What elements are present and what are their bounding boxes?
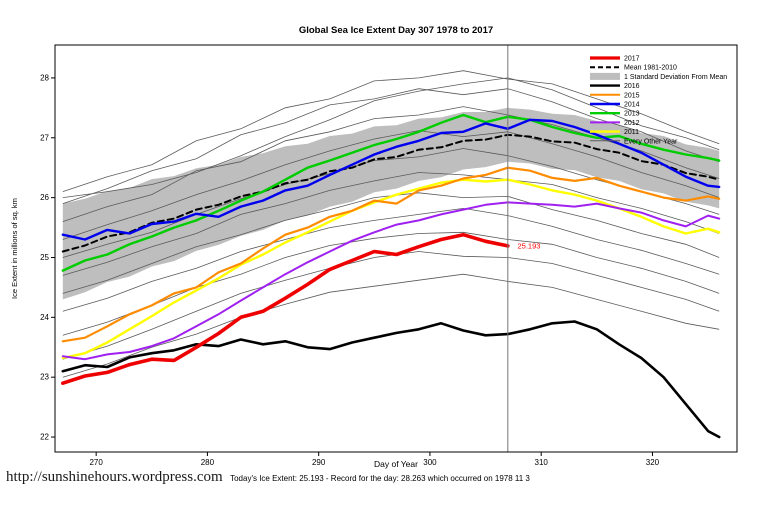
every-other-year-line [62,231,720,336]
legend-label: 2015 [624,92,640,99]
legend-label: 2016 [624,83,640,90]
legend-label: 2014 [624,102,640,109]
series-2012 [61,201,721,361]
series-2015 [61,166,721,343]
chart-title: Global Sea Ice Extent Day 307 1978 to 20… [298,25,494,36]
x-tick-label: 280 [201,458,215,467]
legend-entry: Every Other Year [590,138,678,145]
y-tick-label: 27 [40,133,49,142]
every-other-year-line [62,70,720,192]
x-tick-label: 290 [312,458,326,467]
y-tick-label: 23 [40,373,49,382]
x-axis-label: Day of Year [374,459,418,469]
legend-entry: 2014 [590,102,640,109]
every-other-year-line [62,172,720,276]
watermark-url: http://sunshinehours.wordpress.com [6,469,223,485]
legend-label: 2011 [624,129,639,136]
legend-label: Mean 1981-2010 [624,65,677,72]
legend-entry: 2017 [590,56,640,63]
legend-entry: Mean 1981-2010 [590,65,677,72]
x-tick-label: 300 [423,458,437,467]
series-2017 [61,232,510,385]
legend: 2017 Mean 1981-2010 1 Standard Deviation F… [590,56,727,145]
plot-border [54,44,738,453]
legend-label: 2012 [624,120,640,127]
every-other-year-line [62,273,720,378]
series-mean-1981-2010 [61,133,721,253]
legend-entry: 2012 [590,120,640,127]
every-other-year-line [62,88,720,204]
legend-label: 2017 [624,56,640,63]
y-tick-label: 22 [40,433,49,442]
series-2016 [61,320,721,439]
legend-entry: 2011 [590,129,639,136]
every-other-year-line [62,207,720,312]
series-2014 [61,118,721,241]
x-tick-label: 270 [89,458,103,467]
legend-entry: 2015 [590,92,640,99]
std-deviation-band [62,107,720,300]
y-tick-label: 28 [40,73,49,82]
every-other-year-line [62,130,720,240]
x-tick-label: 320 [646,458,660,467]
series-2013 [61,113,721,272]
y-tick-label: 24 [40,313,49,322]
every-other-year-line [62,77,720,198]
legend-label: 1 Standard Deviation From Mean [624,74,727,81]
legend-entry: 2016 [590,83,640,90]
legend-label: Every Other Year [624,138,678,145]
x-tick-label: 310 [535,458,549,467]
y-tick-label: 26 [40,193,49,202]
footer-caption: Today's Ice Extent: 25.193 - Record for … [230,474,530,483]
legend-entry: 2013 [590,111,640,118]
current-extent-annotation: 25.193 [517,242,540,251]
legend-label: 2013 [624,111,640,118]
y-tick-label: 25 [40,253,49,262]
legend-entry: 1 Standard Deviation From Mean [590,72,727,81]
legend-swatch [590,72,620,80]
